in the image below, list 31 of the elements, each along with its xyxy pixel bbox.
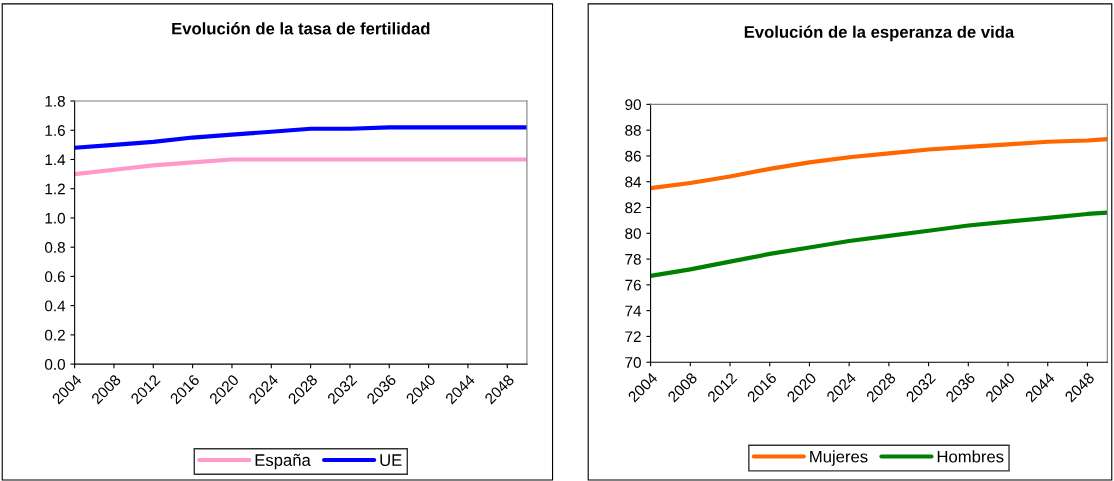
y-tick-label: 0.2 <box>44 329 65 341</box>
y-tick-label: 72 <box>625 331 641 342</box>
y-tick-label: 1.8 <box>45 95 65 107</box>
y-tick-label: 76 <box>625 279 641 291</box>
y-tick-label: 80 <box>625 228 641 239</box>
y-tick-label: 90 <box>625 99 641 111</box>
y-tick-label: 1.4 <box>45 154 66 166</box>
legend-label: UE <box>380 454 402 466</box>
y-tick-label: 84 <box>625 176 642 188</box>
y-tick-label: 74 <box>625 305 642 317</box>
chart-title: Evolución de la tasa de fertilidad <box>172 22 430 35</box>
line-series <box>650 210 1108 278</box>
y-tick-label: 82 <box>625 202 641 214</box>
line-series <box>650 137 1108 191</box>
legend-label: Hombres <box>937 450 1004 463</box>
line-series <box>74 157 527 177</box>
y-tick-label: 0.4 <box>44 300 66 312</box>
y-tick-label: 88 <box>625 125 641 136</box>
chart-title: Evolución de la esperanza de vida <box>744 25 1015 42</box>
y-tick-label: 0.0 <box>44 358 66 370</box>
y-tick-label: 86 <box>625 150 641 162</box>
y-tick-label: 0.6 <box>44 271 65 283</box>
y-tick-label: 70 <box>625 357 641 368</box>
y-tick-label: 1.0 <box>45 212 66 224</box>
legend-label: España <box>255 453 311 470</box>
y-tick-label: 1.2 <box>45 183 65 195</box>
line-series <box>74 125 527 150</box>
y-tick-label: 0.8 <box>44 242 65 253</box>
y-tick-label: 78 <box>625 253 641 265</box>
legend-label: Mujeres <box>810 450 868 466</box>
y-tick-label: 1.6 <box>45 125 65 136</box>
